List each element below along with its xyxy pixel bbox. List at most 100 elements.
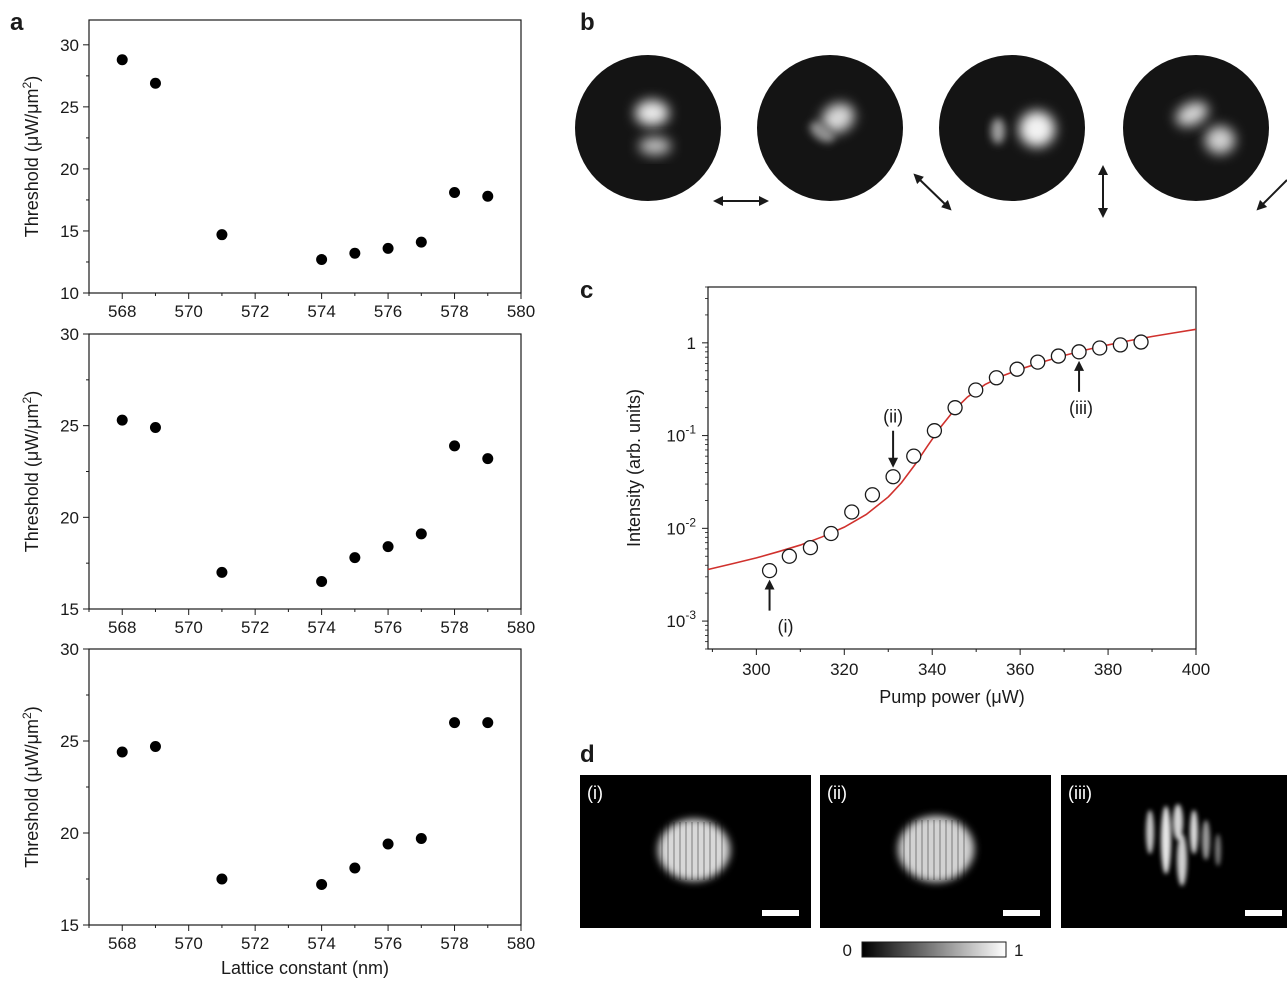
y-tick-label: 10 — [60, 284, 79, 303]
x-tick-label: 580 — [507, 302, 535, 321]
x-tick-label: 568 — [108, 934, 136, 953]
data-point — [149, 77, 161, 89]
colorbar-max-label: 1 — [1014, 941, 1023, 960]
nearfield-label-i: (i) — [587, 783, 603, 803]
data-point — [761, 562, 778, 579]
data-point — [316, 879, 328, 891]
panel-letter-a: a — [10, 9, 24, 36]
y-tick-label: 15 — [60, 222, 79, 241]
data-point — [947, 400, 963, 416]
x-tick-label: 400 — [1182, 660, 1210, 679]
data-point — [382, 541, 394, 553]
data-point — [349, 862, 361, 874]
scale-bar-iii — [1245, 910, 1282, 916]
x-tick-label: 580 — [507, 934, 535, 953]
data-point — [116, 414, 128, 426]
panel-letter-c: c — [580, 277, 593, 304]
data-point — [802, 539, 819, 556]
data-point — [116, 746, 128, 758]
y-tick-label: 15 — [60, 600, 79, 619]
data-point — [482, 190, 494, 202]
mode-image-3 — [939, 55, 1085, 201]
data-point — [1050, 348, 1067, 364]
mode-image-2 — [757, 55, 903, 201]
data-point — [216, 229, 228, 241]
x-tick-label: 570 — [175, 302, 203, 321]
data-point — [149, 741, 161, 753]
data-point — [968, 382, 984, 398]
annotation-label: (ii) — [883, 407, 903, 427]
y-tick-label: 30 — [60, 640, 79, 659]
data-point — [988, 370, 1005, 386]
x-axis-label: Lattice constant (nm) — [221, 958, 389, 978]
data-point — [482, 717, 494, 729]
mode-image-4 — [1123, 55, 1269, 201]
threshold-chart-1: 568 570 572 574 576 578 580 10 15 20 25 30 Threshold… — [20, 19, 535, 321]
y-axis-label: Threshold (μW/μm2) — [20, 76, 42, 237]
data-point — [926, 423, 943, 439]
data-point — [316, 576, 328, 587]
annotation-label: (i) — [778, 617, 794, 637]
x-tick-label: 340 — [918, 660, 946, 679]
x-tick-label: 570 — [175, 618, 203, 637]
panel-letter-d: d — [580, 741, 595, 768]
y-tick-label: 15 — [60, 916, 79, 935]
x-tick-label: 576 — [374, 934, 402, 953]
x-tick-label: 380 — [1094, 660, 1122, 679]
x-tick-label: 574 — [307, 934, 335, 953]
data-point — [1071, 344, 1087, 360]
threshold-chart-2: 568 570 572 574 576 578 580 15 20 25 30 Threshold (… — [20, 325, 535, 637]
data-point — [906, 448, 922, 464]
x-tick-label: 300 — [742, 660, 770, 679]
data-point — [449, 717, 461, 729]
data-point — [781, 548, 797, 564]
colorbar-min-label: 0 — [843, 941, 852, 960]
mode-images — [575, 55, 1287, 218]
y-tick-label: 20 — [60, 160, 79, 179]
x-tick-label: 320 — [830, 660, 858, 679]
polarization-arrow-4 — [1256, 179, 1287, 211]
scale-bar-ii — [1003, 910, 1040, 916]
data-point — [216, 566, 228, 578]
data-point — [1112, 337, 1129, 353]
data-point — [415, 833, 427, 845]
x-tick-label: 570 — [175, 934, 203, 953]
fit-line — [707, 328, 1197, 571]
data-point — [885, 469, 901, 485]
y-tick-label: 10-1 — [666, 423, 696, 446]
data-point — [844, 504, 860, 520]
colorbar: 0 1 — [843, 941, 1024, 960]
data-point — [382, 838, 394, 850]
data-point — [382, 242, 394, 254]
plot-frame — [88, 333, 522, 610]
y-tick-label: 10-3 — [666, 608, 696, 631]
data-point — [482, 453, 494, 465]
polarization-arrow-2 — [913, 173, 952, 211]
y-tick-label: 1 — [687, 334, 696, 353]
x-tick-label: 568 — [108, 302, 136, 321]
nearfield-images: (i) (ii) — [580, 775, 1287, 960]
intensity-vs-pump-chart: 300 320 340 360 380 400 1 10-1 10-2 10-3 (i) (ii) (i… — [624, 286, 1210, 707]
scale-bar-i — [762, 910, 799, 916]
data-point — [1030, 354, 1046, 370]
y-tick-label: 30 — [60, 36, 79, 55]
x-tick-label: 578 — [440, 302, 468, 321]
data-point — [149, 422, 161, 433]
x-tick-label: 360 — [1006, 660, 1034, 679]
data-point — [1009, 361, 1025, 377]
x-tick-label: 574 — [307, 302, 335, 321]
data-point — [316, 253, 328, 265]
data-point — [449, 440, 461, 452]
x-tick-label: 578 — [440, 934, 468, 953]
nearfield-image-iii: (iii) — [1061, 775, 1287, 928]
y-tick-label: 30 — [60, 325, 79, 344]
data-point — [864, 487, 881, 503]
data-point — [1092, 340, 1108, 356]
data-point — [415, 236, 427, 248]
y-tick-label: 25 — [60, 732, 79, 751]
x-axis-label: Pump power (μW) — [879, 687, 1024, 707]
y-tick-label: 20 — [60, 508, 79, 527]
y-axis-label: Intensity (arb. units) — [624, 389, 644, 547]
x-tick-label: 572 — [241, 618, 269, 637]
